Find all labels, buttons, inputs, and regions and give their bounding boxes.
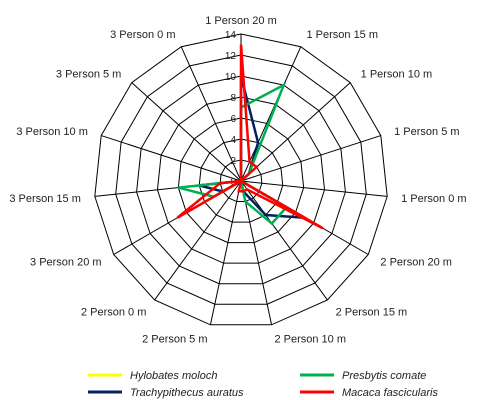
category-label: 3 Person 10 m	[16, 126, 88, 138]
category-label: 3 Person 20 m	[30, 257, 102, 269]
radial-tick-label: 14	[225, 30, 237, 41]
legend-label: Presbytis comate	[342, 370, 426, 382]
radial-tick-label: 10	[225, 72, 237, 83]
grid-ring	[177, 117, 305, 244]
radial-tick-label: 2	[230, 156, 236, 167]
category-label: 2 Person 0 m	[81, 306, 146, 318]
grid-spoke	[131, 82, 242, 182]
grid-spoke	[240, 180, 273, 325]
category-label: 2 Person 5 m	[142, 333, 207, 345]
grid-spoke	[209, 180, 242, 325]
category-label: 2 Person 20 m	[380, 257, 452, 269]
legend-label: Macaca fascicularis	[342, 387, 438, 399]
grid-ring	[219, 159, 263, 203]
category-label: 3 Person 15 m	[9, 193, 81, 205]
category-label: 3 Person 0 m	[110, 29, 175, 41]
category-label: 2 Person 15 m	[336, 306, 408, 318]
grid-ring	[156, 96, 326, 264]
category-label: 1 Person 10 m	[361, 68, 433, 80]
grid-spoke	[101, 135, 242, 182]
grid-ring	[115, 54, 367, 305]
category-label: 2 Person 10 m	[274, 333, 346, 345]
series-line	[178, 82, 289, 226]
category-label: 1 Person 5 m	[394, 126, 459, 138]
radial-tick-label: 6	[230, 114, 236, 125]
category-label: 1 Person 0 m	[401, 193, 466, 205]
legend-label: Hylobates moloch	[130, 370, 217, 382]
grid-spoke	[240, 82, 351, 182]
grid-spoke	[240, 180, 388, 197]
grid-spoke	[180, 46, 242, 182]
grid-ring	[94, 33, 388, 326]
category-labels: 1 Person 20 m 1 Person 15 m 1 Person 10 m 1…	[9, 15, 466, 345]
radial-tick-label: 8	[230, 93, 236, 104]
category-label: 1 Person 20 m	[205, 15, 277, 27]
legend-label: Trachypithecus auratus	[130, 387, 244, 399]
grid-spoke	[240, 180, 328, 301]
grid-spoke	[240, 135, 381, 182]
series-line	[176, 44, 324, 230]
radial-tick-label: 12	[225, 51, 237, 62]
grid-ring	[198, 138, 284, 223]
radial-tick-label: 4	[230, 135, 236, 146]
category-label: 1 Person 15 m	[306, 29, 378, 41]
grid-spoke	[240, 46, 302, 182]
series-lines	[176, 44, 324, 230]
grid-ring	[136, 75, 346, 285]
legend: Hylobates moloch Trachypithecus auratus Pr…	[88, 370, 438, 399]
category-label: 3 Person 5 m	[56, 68, 121, 80]
grid-spoke	[154, 180, 242, 301]
